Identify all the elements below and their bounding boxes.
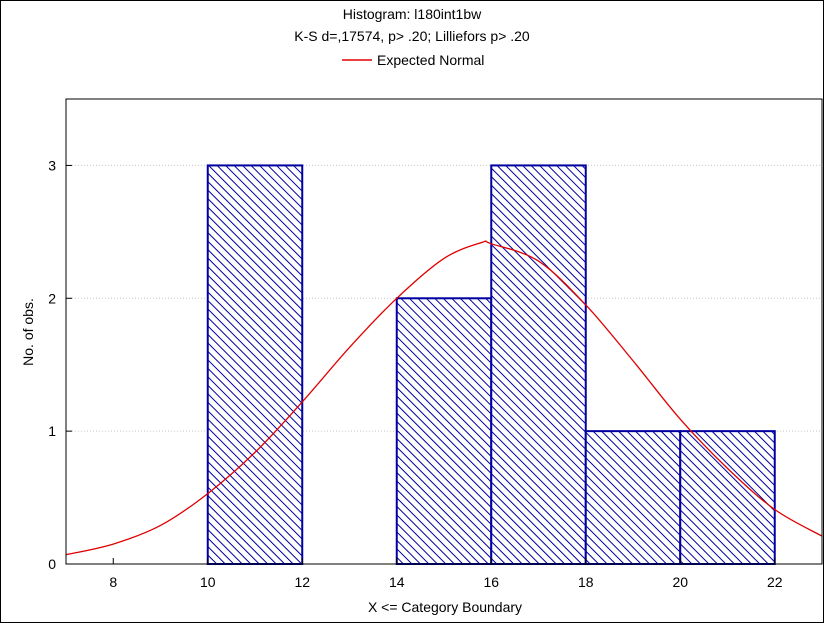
y-tick-label: 2 bbox=[48, 290, 56, 306]
histogram-bars bbox=[206, 164, 776, 566]
x-tick-label: 10 bbox=[200, 574, 216, 590]
histogram-bar bbox=[584, 430, 682, 565]
x-tick-label: 14 bbox=[389, 574, 405, 590]
histogram-bar bbox=[206, 164, 304, 566]
y-tick-label: 3 bbox=[48, 157, 56, 173]
y-tick-label: 0 bbox=[48, 556, 56, 572]
chart-title: Histogram: l180int1bw bbox=[343, 6, 482, 22]
x-tick-label: 18 bbox=[578, 574, 594, 590]
plot-area-border bbox=[65, 98, 823, 565]
histogram-bar bbox=[490, 164, 587, 566]
x-tick-label: 16 bbox=[483, 574, 499, 590]
x-axis-label: X <= Category Boundary bbox=[368, 599, 522, 615]
x-tick-label: 22 bbox=[767, 574, 783, 590]
legend: Expected Normal bbox=[342, 52, 484, 68]
x-tick-label: 8 bbox=[109, 574, 117, 590]
x-tick-label: 20 bbox=[672, 574, 688, 590]
y-axis-ticks: 0 1 2 3 bbox=[48, 157, 72, 572]
x-axis-ticks: 8 10 12 14 16 18 20 22 bbox=[109, 558, 783, 590]
chart-subtitle: K-S d=,17574, p> .20; Lilliefors p> .20 bbox=[294, 28, 530, 44]
expected-normal-curve bbox=[65, 240, 823, 556]
legend-entry-expected-normal: Expected Normal bbox=[377, 52, 484, 68]
y-tick-label: 1 bbox=[48, 423, 56, 439]
x-tick-label: 12 bbox=[294, 574, 310, 590]
histogram-bar bbox=[395, 297, 493, 565]
y-axis-label: No. of obs. bbox=[20, 298, 36, 366]
